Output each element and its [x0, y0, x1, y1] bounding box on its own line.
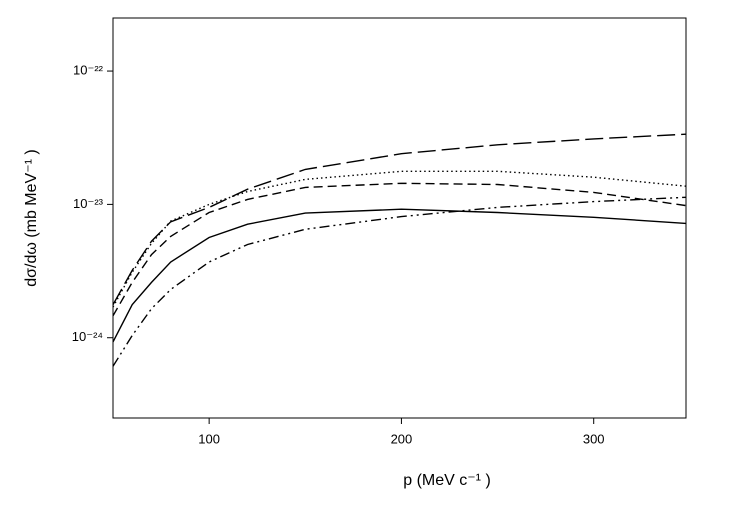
series-line [112, 133, 687, 306]
x-tick-label: 100 [198, 431, 220, 446]
series-line [112, 196, 687, 367]
y-tick-label: 10⁻²² [73, 62, 104, 77]
y-axis-label: dσ/dω (mb MeV⁻¹ ) [23, 149, 40, 287]
series-line [112, 208, 687, 343]
x-tick-label: 200 [391, 431, 413, 446]
plot-frame [112, 17, 687, 419]
x-axis-label: p (MeV c⁻¹ ) [403, 472, 491, 489]
x-tick-label: 300 [583, 431, 605, 446]
y-tick-label: 10⁻²³ [73, 196, 104, 211]
y-tick-label: 10⁻²⁴ [72, 329, 103, 344]
series-line [112, 182, 687, 317]
series-line [112, 170, 687, 308]
